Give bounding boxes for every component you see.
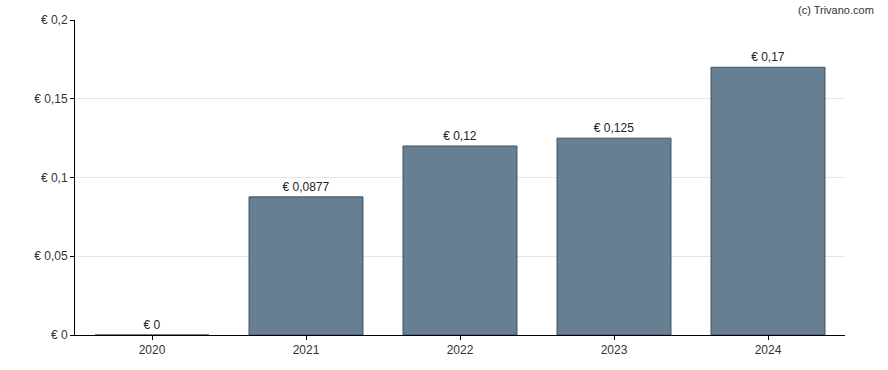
svg-text:€ 0,2: € 0,2 (41, 13, 68, 27)
svg-text:2024: 2024 (755, 343, 782, 357)
svg-text:€ 0: € 0 (51, 328, 68, 342)
svg-text:2021: 2021 (293, 343, 320, 357)
svg-text:€ 0,05: € 0,05 (34, 249, 68, 263)
svg-text:€ 0,12: € 0,12 (443, 129, 477, 143)
svg-text:€ 0: € 0 (143, 318, 160, 332)
svg-text:2020: 2020 (139, 343, 166, 357)
svg-text:(c) Trivano.com: (c) Trivano.com (798, 4, 874, 16)
svg-text:€ 0,125: € 0,125 (594, 121, 634, 135)
svg-text:€ 0,0877: € 0,0877 (282, 180, 329, 194)
svg-text:€ 0,15: € 0,15 (34, 92, 68, 106)
svg-text:2022: 2022 (447, 343, 474, 357)
svg-text:2023: 2023 (601, 343, 628, 357)
svg-text:€ 0,1: € 0,1 (41, 171, 68, 185)
svg-text:€ 0,17: € 0,17 (751, 50, 785, 64)
